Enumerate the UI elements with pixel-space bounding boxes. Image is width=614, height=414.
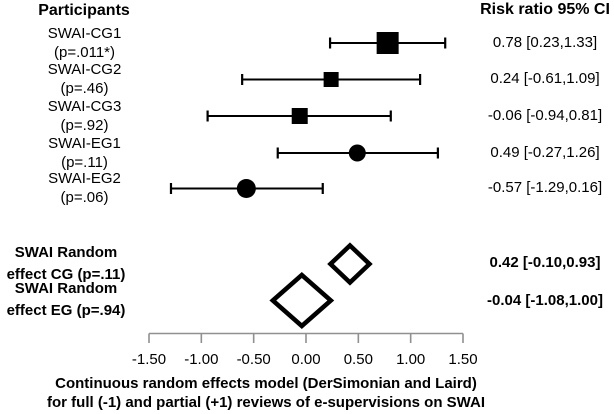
x-axis-tick-label: 0.50 [344,351,373,368]
study-label-group-eg1: SWAI-EG1 (p=.11) [12,134,157,172]
study-pvalue: (p=.92) [60,117,109,134]
caption-line-1: Continuous random effects model (DerSimo… [55,375,477,392]
study-label-group-cg1: SWAI-CG1 (p=.011*) [12,24,157,62]
marker-circle [236,179,256,198]
caption-line-2: for full (-1) and partial (+1) reviews o… [47,394,485,411]
summary-label-group-cg: SWAI Random effect CG (p=.11) [0,242,132,286]
study-pvalue: (p=.11) [61,154,108,171]
participants-header: Participants [38,2,130,19]
x-axis-tick-label: -1.00 [184,351,218,368]
risk-ratio-value: 0.24 [-0.61,1.09] [490,70,600,87]
study-pvalue: (p=.46) [60,80,109,97]
study-pvalue: (p=.011*) [53,44,115,61]
study-name: SWAI-CG1 [47,25,122,42]
x-axis-tick-label: -1.50 [132,351,166,368]
risk-ratio-value: -0.06 [-0.94,0.81] [487,107,603,124]
marker-square [376,32,399,54]
x-axis-tick-label: -0.50 [237,351,271,368]
x-axis-tick-label: 0.00 [291,351,320,368]
study-label-group-eg2: SWAI-EG2 (p=.06) [12,169,157,207]
study-label-group-cg3: SWAI-CG3 (p=.92) [12,97,157,135]
summary-diamond [327,242,373,286]
summary-diamond [269,272,335,329]
study-label-group-cg2: SWAI-CG2 (p=.46) [12,60,157,98]
summary-risk-ratio-value: 0.42 [-0.10,0.93] [489,254,601,271]
marker-square [323,72,339,87]
marker-circle [348,144,366,162]
study-name: SWAI-CG3 [47,98,122,115]
summary-name: SWAI Random [14,244,118,261]
study-name: SWAI-EG2 [48,170,121,187]
study-pvalue: (p=.06) [60,189,109,206]
marker-square [291,108,308,124]
summary-label-group-eg: SWAI Random effect EG (p=.94) [0,278,132,322]
risk-ratio-value: -0.57 [-1.29,0.16] [487,179,603,196]
x-axis-tick-label: 1.00 [396,351,425,368]
summary-name: SWAI Random [14,280,118,297]
summary-pvalue: effect CG (p=.11) [6,266,126,283]
risk-ratio-header: Risk ratio 95% CI [480,1,610,18]
risk-ratio-value: 0.78 [0.23,1.33] [492,34,598,51]
x-axis-tick-label: 1.50 [448,351,477,368]
summary-risk-ratio-value: -0.04 [-1.08,1.00] [487,292,603,309]
study-name: SWAI-EG1 [48,135,121,152]
risk-ratio-value: 0.49 [-0.27,1.26] [490,144,600,161]
study-name: SWAI-CG2 [47,61,122,78]
summary-pvalue: effect EG (p=.94) [6,302,126,319]
